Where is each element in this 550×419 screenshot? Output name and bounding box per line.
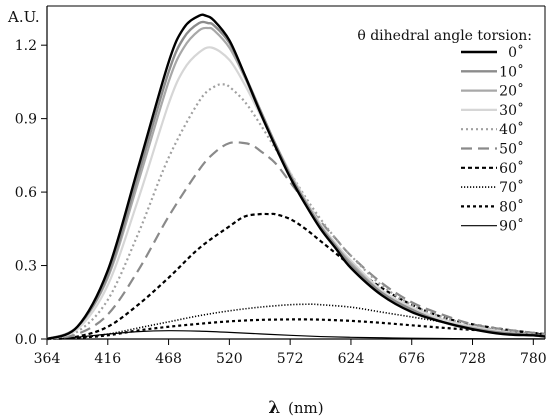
legend-label: 60˚ <box>499 160 524 177</box>
legend: θ dihedral angle torsion: 0˚ 10˚ 20˚ 30˚ 40˚… <box>357 28 532 235</box>
legend-label: 0˚ <box>508 44 524 61</box>
x-tick-label: 728 <box>459 351 486 367</box>
legend-label: 10˚ <box>499 63 524 80</box>
legend-label: 90˚ <box>499 218 524 235</box>
y-axis-label: A.U. <box>7 8 40 26</box>
legend-label: 80˚ <box>499 198 524 215</box>
legend-label: 20˚ <box>499 83 524 100</box>
x-tick-label: 624 <box>338 351 365 367</box>
y-tick-label: 0.0 <box>15 332 37 348</box>
x-tick-label: 780 <box>520 351 547 367</box>
y-tick-label: 0.6 <box>15 185 37 201</box>
x-tick-label: 572 <box>277 351 304 367</box>
legend-label: 70˚ <box>499 179 524 196</box>
x-tick-label: 416 <box>94 351 121 367</box>
y-tick-label: 0.9 <box>15 112 37 128</box>
x-tick-label: 676 <box>398 351 425 367</box>
x-tick-label: 468 <box>155 351 182 367</box>
series-line <box>46 13 546 341</box>
x-axis-label-symbol: λ <box>268 398 280 418</box>
x-axis-label-unit: (nm) <box>288 399 324 417</box>
legend-entries: 0˚ 10˚ 20˚ 30˚ 40˚ 50˚ 60˚ 70˚ 80˚ 90˚ <box>461 44 524 235</box>
y-tick-label: 1.2 <box>15 38 37 54</box>
series-line <box>46 330 546 340</box>
x-tick-label: 520 <box>216 351 243 367</box>
x-ticks: 364 416 468 520 572 624 676 728 780 <box>34 339 547 367</box>
y-tick-label: 0.3 <box>15 259 37 275</box>
legend-label: 50˚ <box>499 141 524 158</box>
series-line <box>46 141 546 341</box>
x-tick-label: 364 <box>34 351 61 367</box>
legend-label: 40˚ <box>499 121 524 138</box>
series-lines <box>46 13 546 341</box>
y-ticks: 0.0 0.3 0.6 0.9 1.2 <box>15 38 47 348</box>
legend-title: θ dihedral angle torsion: <box>357 28 532 44</box>
x-axis-label: λ (nm) <box>268 398 323 418</box>
legend-label: 30˚ <box>499 102 524 119</box>
